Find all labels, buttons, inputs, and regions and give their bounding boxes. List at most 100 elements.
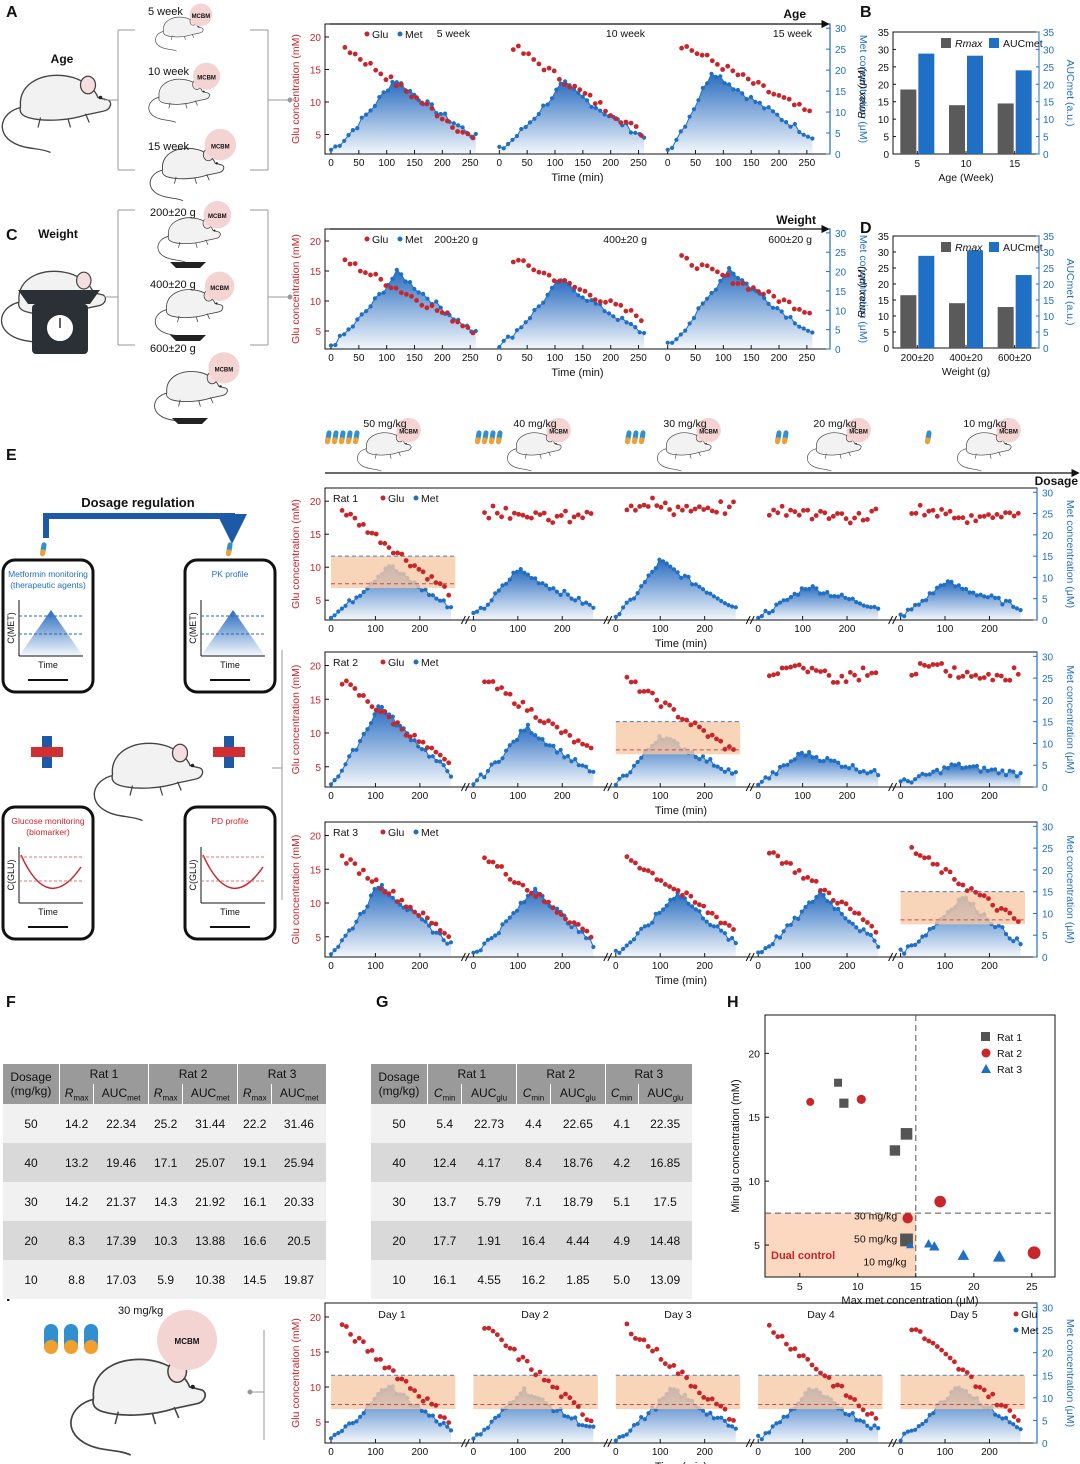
table-cell: 22.2 [237,1104,272,1143]
glu-point [645,868,651,874]
met-point [445,769,450,774]
met-point [682,573,688,578]
mouse-eye [855,442,857,445]
met-point [850,763,855,768]
pill-bottom [481,437,488,445]
bar-rmax [900,89,917,154]
time-tick-label: 250 [799,353,816,364]
glu-point [339,681,345,687]
glu-point [628,503,634,509]
pill-bottom [44,1340,58,1354]
met-point [865,604,870,609]
point-rat1 [834,1078,843,1087]
time-tick-label: 100 [794,1447,811,1458]
met-point [522,900,527,905]
met-point [565,592,571,597]
met-point [497,345,502,350]
header-sub-b: AUCmet [93,1084,149,1104]
legend-glu-label: Glu [388,827,405,839]
time-tick-label: 0 [613,624,619,635]
glu-point [520,512,526,518]
met-point [956,583,961,588]
table-cell: 20.33 [271,1182,326,1221]
dosage-center-mouse [93,742,204,822]
glu-point [499,685,504,690]
mouse-eye [405,442,407,445]
glu-point [442,930,447,936]
legend-met-dot [413,659,419,665]
met-point [759,1437,764,1442]
age-panel-label-3: 15 week [773,28,813,40]
glu-point [973,672,979,678]
glu-point [356,522,362,528]
met-point [700,916,706,921]
met-point [587,769,592,774]
glu-point [557,76,562,82]
glu-point [684,1375,689,1381]
table-cell: 4.17 [461,1143,517,1182]
met-point [1003,598,1009,603]
header-sub-b: AUCglu [637,1084,692,1104]
glu-point [969,886,974,891]
glu-point [714,736,719,742]
met-point [767,944,772,949]
met-point [668,564,673,569]
i-legend-glu-dot [1013,1311,1019,1317]
met-area [331,566,451,620]
met-area [331,269,476,349]
glu-point [943,511,949,517]
pill-bottom [345,437,352,445]
glu-tick-label: 20 [310,497,322,508]
time-tick-label: 150 [406,353,423,364]
glu-tick-label: 20 [310,33,322,44]
glu-point [725,63,731,69]
table-cell: 19.1 [237,1143,272,1182]
glu-point [675,1371,681,1377]
met-point [792,121,798,127]
time-tick-label: 150 [575,353,592,364]
glu-point [943,866,949,872]
glu-tick-label: 5 [315,131,321,142]
met-point [803,753,808,758]
table-cell: 8.4 [516,1143,551,1182]
glu-point [952,515,957,521]
met-point [735,87,741,93]
pill-bottom [331,437,338,445]
glu-point [382,709,388,714]
met-point [617,1435,622,1440]
glu-point [546,65,552,71]
time-tick-label: 200 [412,961,429,972]
glu-point [731,1418,736,1423]
glu-axis-label: Glu concentration (mM) [290,665,302,775]
met-area [331,82,476,154]
glu-point [575,922,581,927]
header-sub-a: Rmax [58,1084,94,1104]
glu-point [365,876,371,881]
e-row-label-1: Rat 1 [333,493,358,505]
met-tick-label: 10 [835,306,847,317]
glu-point [554,910,560,915]
met-tick-label: 0 [1042,1439,1048,1450]
glu-point [490,859,496,865]
legend-rat2-marker [981,1048,991,1058]
met-point [796,592,801,597]
y-tick-label: 0 [883,150,889,161]
glu-point [339,508,345,513]
pill-left [39,542,47,557]
met-point [635,931,640,936]
glu-point [667,884,672,889]
glu-point [567,920,573,925]
legend-glu-dot [364,236,370,242]
met-axis-label: Met concentration (μM) [857,35,869,143]
table-cell: 16.1 [237,1182,272,1221]
met-point [474,609,480,614]
glu-point [745,287,751,292]
time-tick-label: 0 [328,624,334,635]
time-tick-label: 200 [412,624,429,635]
met-point [482,606,487,611]
phone-y-label: C(GLU) [188,859,198,890]
glu-point [344,1324,349,1329]
met-point [408,738,414,743]
met-point [876,773,881,778]
met-point [708,922,713,928]
